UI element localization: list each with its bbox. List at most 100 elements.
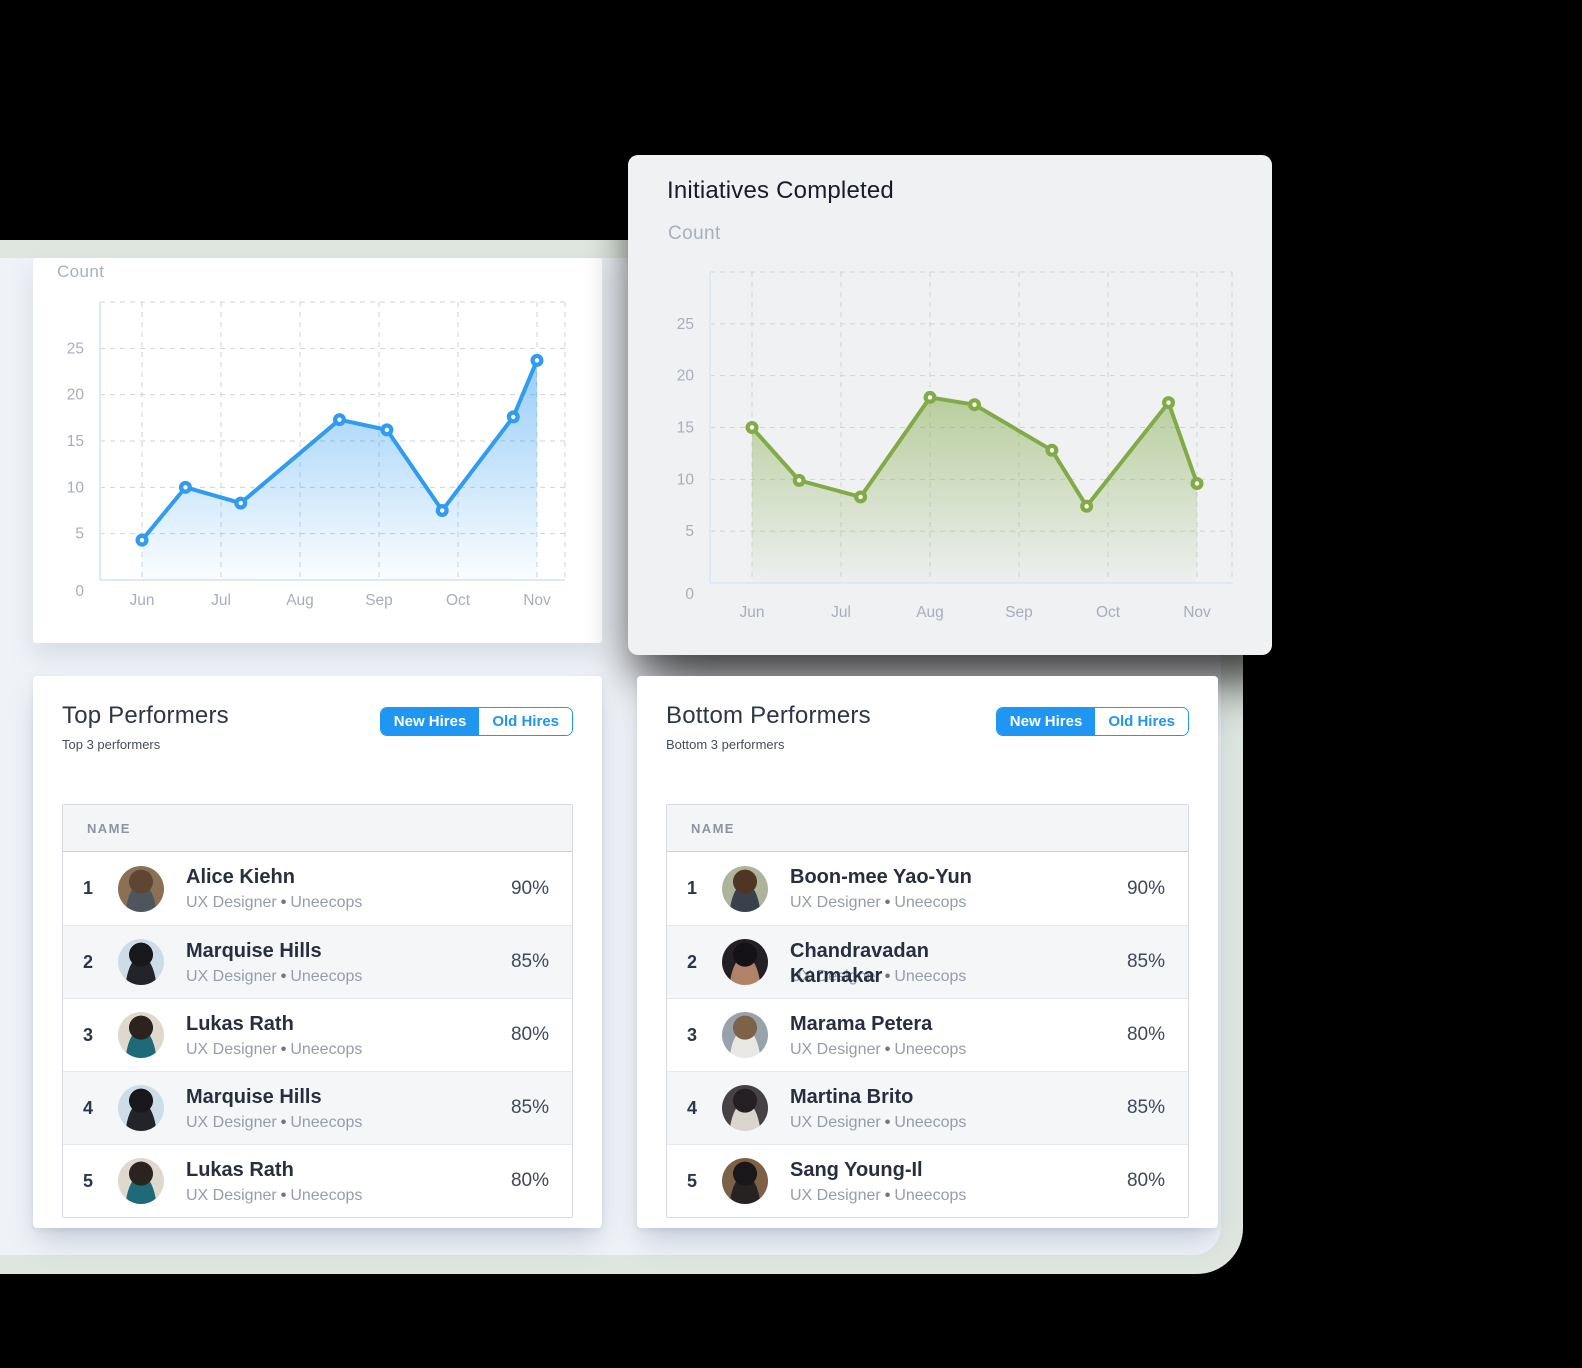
performer-name: Marama Petera: [790, 1012, 933, 1035]
rank-label: 2: [82, 951, 93, 972]
svg-text:10: 10: [67, 479, 85, 496]
performer-name: Lukas Rath: [186, 1158, 294, 1181]
svg-text:0: 0: [685, 586, 694, 603]
bullet-separator: •: [280, 1186, 287, 1204]
score-value: 80%: [1126, 1170, 1165, 1191]
performer-name: Sang Young-Il: [790, 1158, 923, 1181]
old-hires-button[interactable]: Old Hires: [479, 708, 572, 735]
score-value: 85%: [1126, 1097, 1165, 1118]
performer-role: UX Designer • Uneecops: [186, 1040, 363, 1058]
rank-label: 4: [82, 1097, 93, 1118]
table-row: 2 Marquise Hills UX Designer • Uneecops 85…: [63, 925, 572, 998]
name-column-header: NAME: [87, 820, 131, 836]
rank-label: 3: [82, 1024, 93, 1045]
card-header: Bottom Performers Bottom 3 performers Ne…: [666, 702, 1189, 772]
hires-chart-card: Count 0 5 10 15 20 25 Jun Jul Aug Sep Oct Nov: [33, 258, 602, 643]
bullet-separator: •: [280, 1113, 287, 1131]
performer-role: UX Designer • Uneecops: [790, 1113, 967, 1131]
performer-role: UX Designer • Uneecops: [790, 967, 967, 985]
score-value: 90%: [510, 877, 549, 899]
card-title: Top Performers: [62, 702, 229, 729]
avatar: [722, 865, 768, 912]
svg-text:Sep: Sep: [365, 592, 393, 609]
performer-role: UX Designer • Uneecops: [186, 1113, 363, 1131]
svg-text:15: 15: [67, 433, 84, 450]
score-value: 90%: [1126, 877, 1165, 899]
hires-toggle: New Hires Old Hires: [995, 707, 1189, 736]
performer-role: UX Designer • Uneecops: [186, 967, 363, 985]
old-hires-button[interactable]: Old Hires: [1095, 708, 1188, 735]
card-header: Top Performers Top 3 performers New Hire…: [62, 702, 573, 772]
card-subtitle: Bottom 3 performers: [666, 737, 785, 752]
score-value: 80%: [510, 1024, 549, 1045]
avatar: [118, 939, 164, 985]
bullet-separator: •: [280, 967, 287, 985]
rank-label: 1: [82, 878, 93, 898]
bullet-separator: •: [884, 1113, 891, 1131]
svg-text:25: 25: [67, 340, 84, 357]
svg-text:20: 20: [677, 368, 695, 385]
performer-role: UX Designer • Uneecops: [790, 894, 967, 911]
performer-role: UX Designer • Uneecops: [186, 1186, 363, 1204]
hires-toggle: New Hires Old Hires: [379, 707, 573, 736]
blue-area-chart: 0 5 10 15 20 25 Jun Jul Aug Sep Oct Nov: [67, 301, 566, 609]
score-value: 85%: [1126, 951, 1165, 972]
performer-name: Martina Brito: [790, 1085, 914, 1108]
bullet-separator: •: [884, 1186, 891, 1204]
avatar: [118, 1158, 164, 1204]
bottom-performers-card: Bottom Performers Bottom 3 performers Ne…: [637, 676, 1218, 1228]
bullet-separator: •: [884, 967, 891, 985]
table-row: 3 Lukas Rath UX Designer • Uneecops 80%: [63, 998, 572, 1071]
svg-text:Aug: Aug: [916, 604, 944, 621]
avatar: [118, 865, 164, 912]
score-value: 85%: [510, 1097, 549, 1118]
performer-name: Boon-mee Yao-Yun: [790, 866, 972, 888]
table-row: 1 Boon-mee Yao-Yun UX Designer • Uneecops …: [667, 852, 1188, 925]
rank-label: 3: [686, 1024, 697, 1045]
rank-label: 5: [686, 1170, 697, 1191]
svg-text:15: 15: [677, 420, 694, 437]
svg-text:Sep: Sep: [1005, 604, 1033, 621]
performer-role: UX Designer • Uneecops: [790, 1040, 967, 1058]
bullet-separator: •: [280, 1040, 287, 1058]
card-subtitle: Top 3 performers: [62, 737, 161, 752]
bullet-separator: •: [884, 1040, 891, 1058]
performers-table: NAME 1 Boon-mee Yao-Yun UX Designer • Unee…: [666, 804, 1189, 1218]
y-axis-title: Count: [668, 223, 721, 244]
svg-text:5: 5: [685, 523, 694, 540]
svg-text:25: 25: [677, 316, 694, 333]
performers-table: NAME 1 Alice Kiehn UX Designer • Uneecops …: [62, 804, 573, 1218]
table-row: 4 Martina Brito UX Designer • Uneecops 85%: [667, 1071, 1188, 1144]
bullet-separator: •: [280, 894, 287, 911]
score-value: 80%: [510, 1170, 549, 1191]
table-row: 5 Sang Young-Il UX Designer • Uneecops 80%: [667, 1144, 1188, 1217]
svg-text:Nov: Nov: [1183, 604, 1211, 621]
green-area-chart: 0 5 10 15 20 25 Jun Jul Aug Sep Oct Nov: [677, 271, 1233, 621]
table-row: 4 Marquise Hills UX Designer • Uneecops 85…: [63, 1071, 572, 1144]
svg-text:0: 0: [75, 583, 84, 600]
svg-text:20: 20: [67, 387, 85, 404]
table-row: 2 Chandravadan Karmakar UX Designer • Unee…: [667, 925, 1188, 998]
svg-text:Oct: Oct: [1096, 604, 1121, 621]
performer-role: UX Designer • Uneecops: [186, 894, 363, 911]
rank-label: 2: [686, 951, 697, 972]
bullet-separator: •: [884, 894, 891, 911]
performer-name: Lukas Rath: [186, 1012, 294, 1035]
svg-text:Oct: Oct: [446, 592, 471, 609]
svg-text:5: 5: [75, 526, 84, 543]
performer-role: UX Designer • Uneecops: [790, 1186, 967, 1204]
name-column-header: NAME: [691, 820, 735, 836]
svg-text:Jul: Jul: [831, 604, 851, 621]
svg-text:Aug: Aug: [286, 592, 314, 609]
top-performers-card: Top Performers Top 3 performers New Hire…: [33, 676, 602, 1228]
svg-text:Jun: Jun: [130, 592, 155, 609]
avatar: [722, 1012, 768, 1058]
y-axis-title: Count: [57, 262, 105, 281]
new-hires-button[interactable]: New Hires: [996, 708, 1096, 735]
table-row: 1 Alice Kiehn UX Designer • Uneecops 90%: [63, 852, 572, 925]
performer-name: Marquise Hills: [186, 1085, 322, 1108]
new-hires-button[interactable]: New Hires: [380, 708, 480, 735]
svg-text:10: 10: [677, 471, 695, 488]
performer-name: Alice Kiehn: [186, 866, 295, 888]
